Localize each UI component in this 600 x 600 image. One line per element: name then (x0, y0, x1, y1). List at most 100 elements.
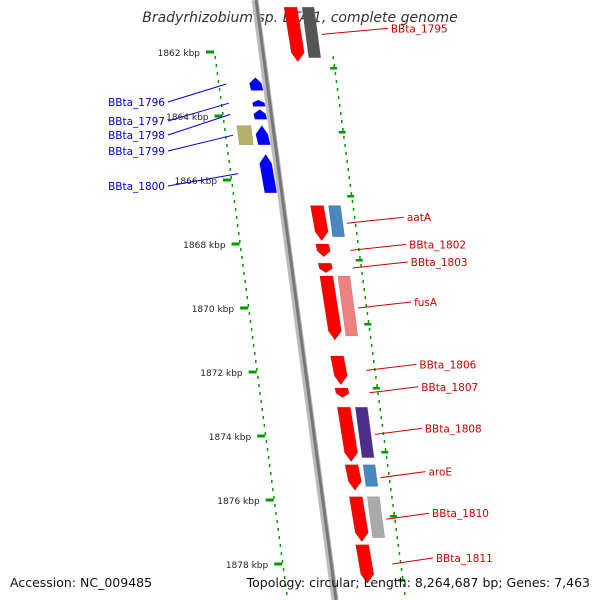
forward-gene-arrow[interactable] (344, 464, 362, 491)
label-leader-line (346, 216, 404, 224)
left-guide-dot (285, 592, 288, 595)
left-guide-dot (229, 168, 231, 171)
right-guide-dot (400, 568, 403, 571)
forward-gene-label[interactable]: fusA (414, 297, 438, 309)
cog-category-box (337, 275, 359, 337)
right-scale-tick (381, 451, 389, 454)
right-guide-dot (344, 144, 346, 147)
left-guide-dot (227, 152, 229, 155)
left-guide-dot (242, 264, 244, 267)
forward-gene-arrow[interactable] (283, 6, 305, 63)
forward-gene-label[interactable]: BBta_1808 (425, 423, 482, 435)
left-guide-dot (216, 72, 219, 75)
right-guide-dot (393, 512, 395, 515)
left-guide-dot (214, 56, 217, 59)
cog-category-box (236, 125, 254, 146)
forward-gene-label[interactable]: BBta_1807 (421, 382, 478, 394)
scale-tick-label: 1874 kbp (209, 433, 252, 443)
scale-tick-label: 1866 kbp (175, 177, 218, 187)
left-guide-dot (256, 368, 258, 371)
label-leader-line (167, 83, 227, 103)
right-guide-dot (363, 288, 365, 291)
label-leader-line (366, 363, 417, 371)
label-leader-line (380, 471, 426, 479)
forward-gene-label[interactable]: BBta_1802 (409, 239, 466, 251)
left-guide-dot (281, 560, 284, 563)
map-title: Bradyrhizobium sp. BTAi1, complete genom… (142, 10, 458, 26)
left-guide-dot (273, 496, 275, 499)
forward-gene-arrow[interactable] (310, 205, 329, 242)
left-guide-dot (240, 248, 242, 251)
reverse-gene-arrow[interactable] (259, 153, 278, 194)
forward-gene-arrow[interactable] (319, 275, 342, 341)
reverse-gene-label[interactable]: BBta_1796 (108, 97, 165, 109)
right-guide-dot (378, 400, 380, 403)
reverse-gene-label[interactable]: BBta_1797 (108, 116, 165, 128)
forward-gene-arrow[interactable] (348, 496, 369, 543)
right-guide-dot (336, 88, 339, 91)
scale-tick (240, 306, 249, 310)
forward-gene-label[interactable]: aroE (428, 467, 452, 479)
right-guide-dot (360, 264, 362, 267)
left-guide-dot (244, 280, 246, 283)
forward-gene-label[interactable]: BBta_1795 (391, 23, 448, 35)
scale-tick (223, 178, 232, 182)
left-guide-dot (235, 216, 238, 219)
gene-labels: BBta_1795 aatA BBta_1802 BBta_1803 fusA BBta_… (108, 23, 493, 565)
forward-gene-arrow[interactable] (355, 544, 375, 584)
left-guide-dot (275, 512, 277, 515)
right-guide-dot (396, 536, 399, 539)
left-guide-dot (233, 200, 236, 203)
left-guide-dot (268, 464, 271, 467)
forward-gene-label[interactable]: BBta_1806 (419, 359, 476, 371)
right-guide-dot (364, 296, 367, 299)
reverse-gene-arrow[interactable] (255, 125, 271, 146)
scale-tick-label: 1864 kbp (166, 113, 209, 123)
forward-gene-arrow[interactable] (315, 243, 331, 258)
right-guide-dot (394, 520, 396, 523)
left-guide-dot (274, 504, 276, 507)
forward-gene-arrow[interactable] (317, 262, 333, 274)
left-guide-dot (279, 544, 282, 547)
label-leader-line (167, 173, 239, 187)
forward-gene-arrow[interactable] (334, 387, 350, 398)
right-guide-dot (384, 448, 387, 451)
right-guide-dot (341, 120, 343, 123)
forward-gene-label[interactable]: BBta_1810 (432, 508, 489, 520)
right-guide-dot (397, 544, 400, 547)
right-guide-dot (403, 592, 406, 595)
label-leader-line (392, 557, 433, 565)
accession-text: Accession: NC_009485 (10, 575, 153, 590)
left-guide-dot (246, 296, 249, 299)
forward-gene-arrow[interactable] (336, 406, 358, 463)
reverse-gene-arrow[interactable] (252, 99, 266, 107)
reverse-gene-label[interactable]: BBta_1800 (108, 181, 165, 193)
scale-tick (257, 434, 266, 438)
left-guide-dot (234, 208, 237, 211)
scale-tick (231, 242, 240, 246)
right-scale-tick (347, 195, 355, 198)
forward-gene-label[interactable]: aatA (407, 212, 432, 224)
scale-tick (214, 114, 223, 118)
reverse-gene-arrow[interactable] (249, 77, 264, 91)
left-guide-dot (263, 424, 266, 427)
scale-tick-label: 1876 kbp (217, 497, 260, 507)
reverse-gene-arrow[interactable] (253, 109, 268, 120)
forward-gene-arrow[interactable] (330, 355, 348, 386)
right-guide-dot (346, 160, 348, 163)
left-guide-dot (282, 568, 285, 571)
reverse-gene-label[interactable]: BBta_1799 (108, 146, 165, 158)
left-guide-dot (236, 224, 239, 227)
forward-gene-label[interactable]: BBta_1811 (436, 553, 493, 565)
backbone (251, 0, 339, 600)
forward-gene-label[interactable]: BBta_1803 (411, 257, 468, 269)
left-guide-dot (249, 320, 252, 323)
right-guide-dot (365, 304, 368, 307)
left-guide-dot (245, 288, 247, 291)
right-scale-tick (364, 323, 372, 326)
backbone-line-inner (254, 0, 338, 600)
label-leader-line (352, 261, 408, 269)
right-guide-dot (354, 224, 357, 227)
reverse-gene-label[interactable]: BBta_1798 (108, 130, 165, 142)
left-guide-dot (258, 384, 260, 387)
